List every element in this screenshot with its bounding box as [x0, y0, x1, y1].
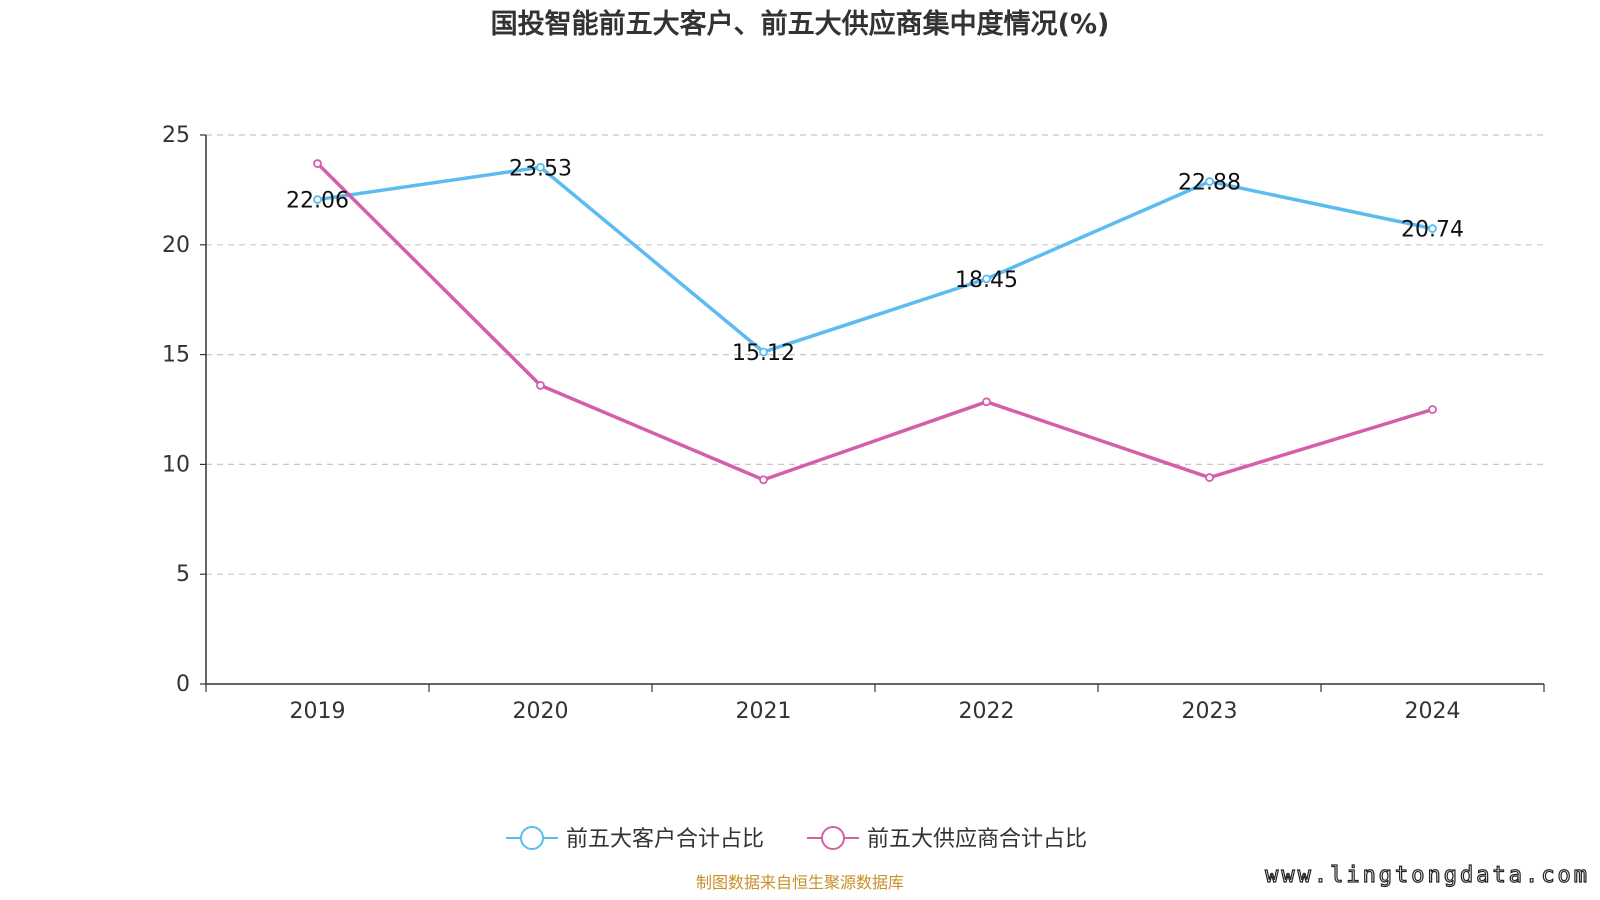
series-line: [316, 162, 1434, 482]
data-label: 18.45: [955, 268, 1018, 293]
legend-label[interactable]: 前五大供应商合计占比: [867, 827, 1087, 852]
data-point[interactable]: [759, 475, 768, 485]
data-point[interactable]: [759, 347, 768, 357]
x-tick-label: 2024: [1405, 699, 1461, 724]
x-tick-label: 2020: [513, 699, 569, 724]
data-point[interactable]: [313, 195, 322, 204]
watermark: www.lingtongdata.com: [1265, 863, 1590, 888]
x-tick-label: 2021: [736, 699, 792, 724]
data-label: 23.53: [509, 156, 572, 181]
data-point[interactable]: [1428, 405, 1437, 414]
data-point[interactable]: [1205, 473, 1214, 482]
y-tick-label: 20: [162, 233, 190, 258]
data-point[interactable]: [1205, 177, 1214, 186]
legend-marker: [821, 826, 845, 850]
grid-lines: [206, 134, 1544, 575]
y-tick-label: 0: [176, 672, 190, 697]
legend-marker: [520, 826, 544, 850]
source-note: 制图数据来自恒生聚源数据库: [696, 873, 904, 892]
data-label: 15.12: [732, 341, 795, 366]
data-label: 22.06: [286, 189, 349, 214]
axes: 0 5 10 15 20 25 2019 2020 2021 2022 2023 2024: [162, 123, 1545, 724]
legend[interactable]: 前五大客户合计占比 前五大供应商合计占比: [506, 826, 1087, 852]
series-line: [317, 165, 1433, 354]
data-labels: 22.06 23.53 15.12 18.45 22.88 20.74: [286, 156, 1464, 366]
x-tick-label: 2022: [959, 699, 1015, 724]
chart-title: 国投智能前五大客户、前五大供应商集中度情况(%): [491, 8, 1110, 40]
y-tick-label: 10: [162, 452, 190, 477]
data-point[interactable]: [536, 380, 545, 390]
y-tick-label: 25: [162, 123, 190, 148]
data-label: 20.74: [1401, 218, 1464, 243]
y-tick-label: 15: [162, 343, 190, 368]
data-label: 22.88: [1178, 171, 1241, 196]
data-point[interactable]: [982, 397, 991, 407]
data-point[interactable]: [536, 162, 545, 172]
x-tick-label: 2023: [1182, 699, 1238, 724]
legend-label[interactable]: 前五大客户合计占比: [566, 827, 764, 852]
y-tick-label: 5: [176, 562, 190, 587]
data-point[interactable]: [313, 159, 322, 168]
data-point[interactable]: [1428, 224, 1437, 233]
series-group: [313, 159, 1437, 485]
data-point[interactable]: [982, 274, 991, 284]
x-tick-label: 2019: [290, 699, 346, 724]
